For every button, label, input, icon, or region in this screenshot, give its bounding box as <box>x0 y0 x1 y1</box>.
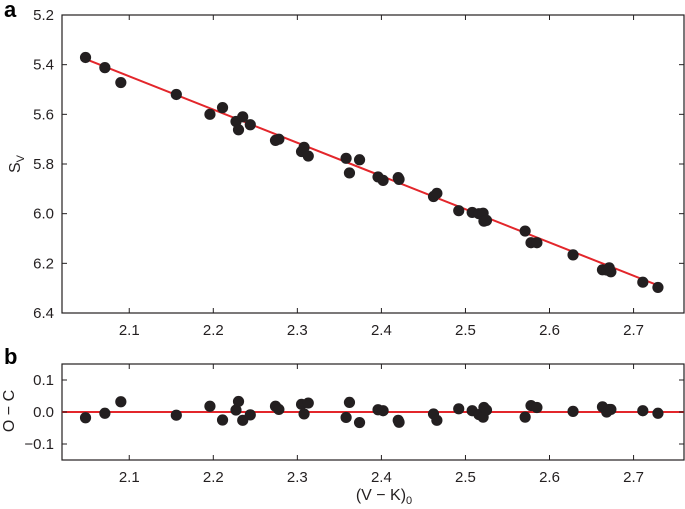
panel-b-y-axis-label: O − C <box>1 390 18 432</box>
panel-a-data-point <box>302 150 314 162</box>
panel-a-y-tick-label: 5.2 <box>33 7 54 24</box>
panel-a-y-tick-label: 6.4 <box>33 305 54 322</box>
panel-a-data-point <box>453 205 465 217</box>
panel-a-data-point <box>170 88 182 101</box>
panel-a-x-tick-label: 2.4 <box>371 322 392 339</box>
panel-a-y-tick-label: 5.6 <box>33 106 54 123</box>
panel-a-x-tick-label: 2.5 <box>455 322 476 339</box>
panel-b-x-tick-label: 2.2 <box>203 469 224 486</box>
panel-b-x-tick-label: 2.5 <box>455 469 476 486</box>
panel-a-data-point <box>115 76 127 89</box>
panel-b-data-point <box>393 416 405 428</box>
panel-a-y-tick-label: 6.2 <box>33 255 54 272</box>
panel-a: 2.1 2.2 2.3 2.4 2.5 2.6 2.7 5.2 5.4 5.6 5.8 6.0 6.2… <box>7 7 685 339</box>
panel-label-b: b <box>4 344 17 369</box>
panel-a-data-point <box>204 108 216 120</box>
panel-b-points <box>79 395 664 429</box>
panel-b-data-point <box>480 404 493 416</box>
panel-a-data-point <box>99 62 111 74</box>
panel-b-x-tick-label: 2.1 <box>119 469 140 486</box>
panel-a-data-point <box>353 154 366 166</box>
panel-a-data-point <box>343 167 356 179</box>
panel-a-y-ticks: 5.2 5.4 5.6 5.8 6.0 6.2 6.4 <box>33 7 684 322</box>
panel-b-data-point <box>302 397 314 409</box>
panel-a-data-point <box>273 133 285 145</box>
panel-a-y-tick-label: 6.0 <box>33 206 54 223</box>
panel-b-data-point <box>216 414 229 426</box>
panel-b-data-point <box>244 409 256 421</box>
panel-b-x-ticks: 2.1 2.2 2.3 2.4 2.5 2.6 2.7 <box>119 364 644 486</box>
panel-a-data-point <box>652 281 664 294</box>
panel-a-data-point <box>637 276 649 288</box>
panel-b-data-point <box>567 405 579 417</box>
panel-a-data-point <box>480 214 493 226</box>
panel-b-x-tick-label: 2.6 <box>539 469 560 486</box>
panel-a-data-point <box>567 249 579 261</box>
fit-line <box>86 58 660 287</box>
panel-a-data-point <box>431 187 443 199</box>
panel-b-data-point <box>99 407 111 419</box>
panel-b-data-point <box>453 403 465 415</box>
panel-a-x-tick-label: 2.1 <box>119 322 140 339</box>
panel-b-data-point <box>170 409 182 421</box>
panel-a-y-tick-label: 5.8 <box>33 156 54 173</box>
panel-b-y-tick-label: 0.0 <box>33 404 54 421</box>
panel-a-x-tick-label: 2.2 <box>203 322 224 339</box>
panel-b-data-point <box>340 411 352 424</box>
panel-b-data-point <box>232 395 245 408</box>
panel-a-data-point <box>216 102 229 114</box>
panel-b-data-point <box>79 412 92 424</box>
panel-b-data-point <box>637 405 649 417</box>
panel-b-data-point <box>343 396 356 408</box>
panel-a-data-point <box>298 141 310 153</box>
panel-a-fit-line <box>86 58 660 287</box>
panel-a-data-point <box>237 111 249 123</box>
panel-b-data-point <box>353 416 366 429</box>
panel-b-x-tick-label: 2.7 <box>623 469 644 486</box>
panel-b-y-ticks: 0.1 0.0 −0.1 <box>24 372 684 453</box>
panel-a-data-point <box>79 51 92 64</box>
panel-a-y-tick-label: 5.4 <box>33 57 54 74</box>
panel-a-data-point <box>340 152 352 164</box>
panel-a-data-point <box>605 266 617 278</box>
panel-b-x-tick-label: 2.3 <box>287 469 308 486</box>
panel-b-data-point <box>652 407 664 419</box>
panel-b-data-point <box>204 400 216 412</box>
panel-a-x-tick-label: 2.3 <box>287 322 308 339</box>
panel-a-data-point <box>519 225 531 237</box>
panel-b-y-tick-label: −0.1 <box>24 436 54 453</box>
panel-b-x-tick-label: 2.4 <box>371 469 392 486</box>
panel-b-data-point <box>273 403 285 416</box>
panel-b-data-point <box>377 405 389 417</box>
panel-a-x-tick-label: 2.7 <box>623 322 644 339</box>
panel-a-data-point <box>232 124 245 136</box>
panel-a-points <box>79 51 664 294</box>
panel-b-x-axis-label: (V − K)0 <box>356 487 412 507</box>
panel-a-data-point <box>377 174 389 186</box>
panel-a-plot-area <box>61 14 685 314</box>
panel-b: 2.1 2.2 2.3 2.4 2.5 2.6 2.7 0.1 0.0 −0.1 O − C (… <box>1 363 685 507</box>
panel-a-x-tick-label: 2.6 <box>539 322 560 339</box>
panel-b-y-tick-label: 0.1 <box>33 372 54 389</box>
panel-b-data-point <box>431 414 443 426</box>
panel-b-data-point <box>605 403 617 416</box>
panel-b-data-point <box>519 411 531 423</box>
panel-a-data-point <box>531 237 543 249</box>
panel-b-data-point <box>230 404 242 416</box>
panel-b-data-point <box>115 396 127 408</box>
panel-a-x-ticks: 2.1 2.2 2.3 2.4 2.5 2.6 2.7 <box>119 15 644 339</box>
panel-label-a: a <box>4 0 17 22</box>
panel-b-data-point <box>531 401 543 414</box>
panel-b-data-point <box>298 408 310 420</box>
panel-a-data-point <box>244 119 256 131</box>
panel-a-frame <box>61 14 685 314</box>
panel-a-data-point <box>393 173 405 185</box>
panel-a-y-axis-label: SV <box>7 154 27 173</box>
